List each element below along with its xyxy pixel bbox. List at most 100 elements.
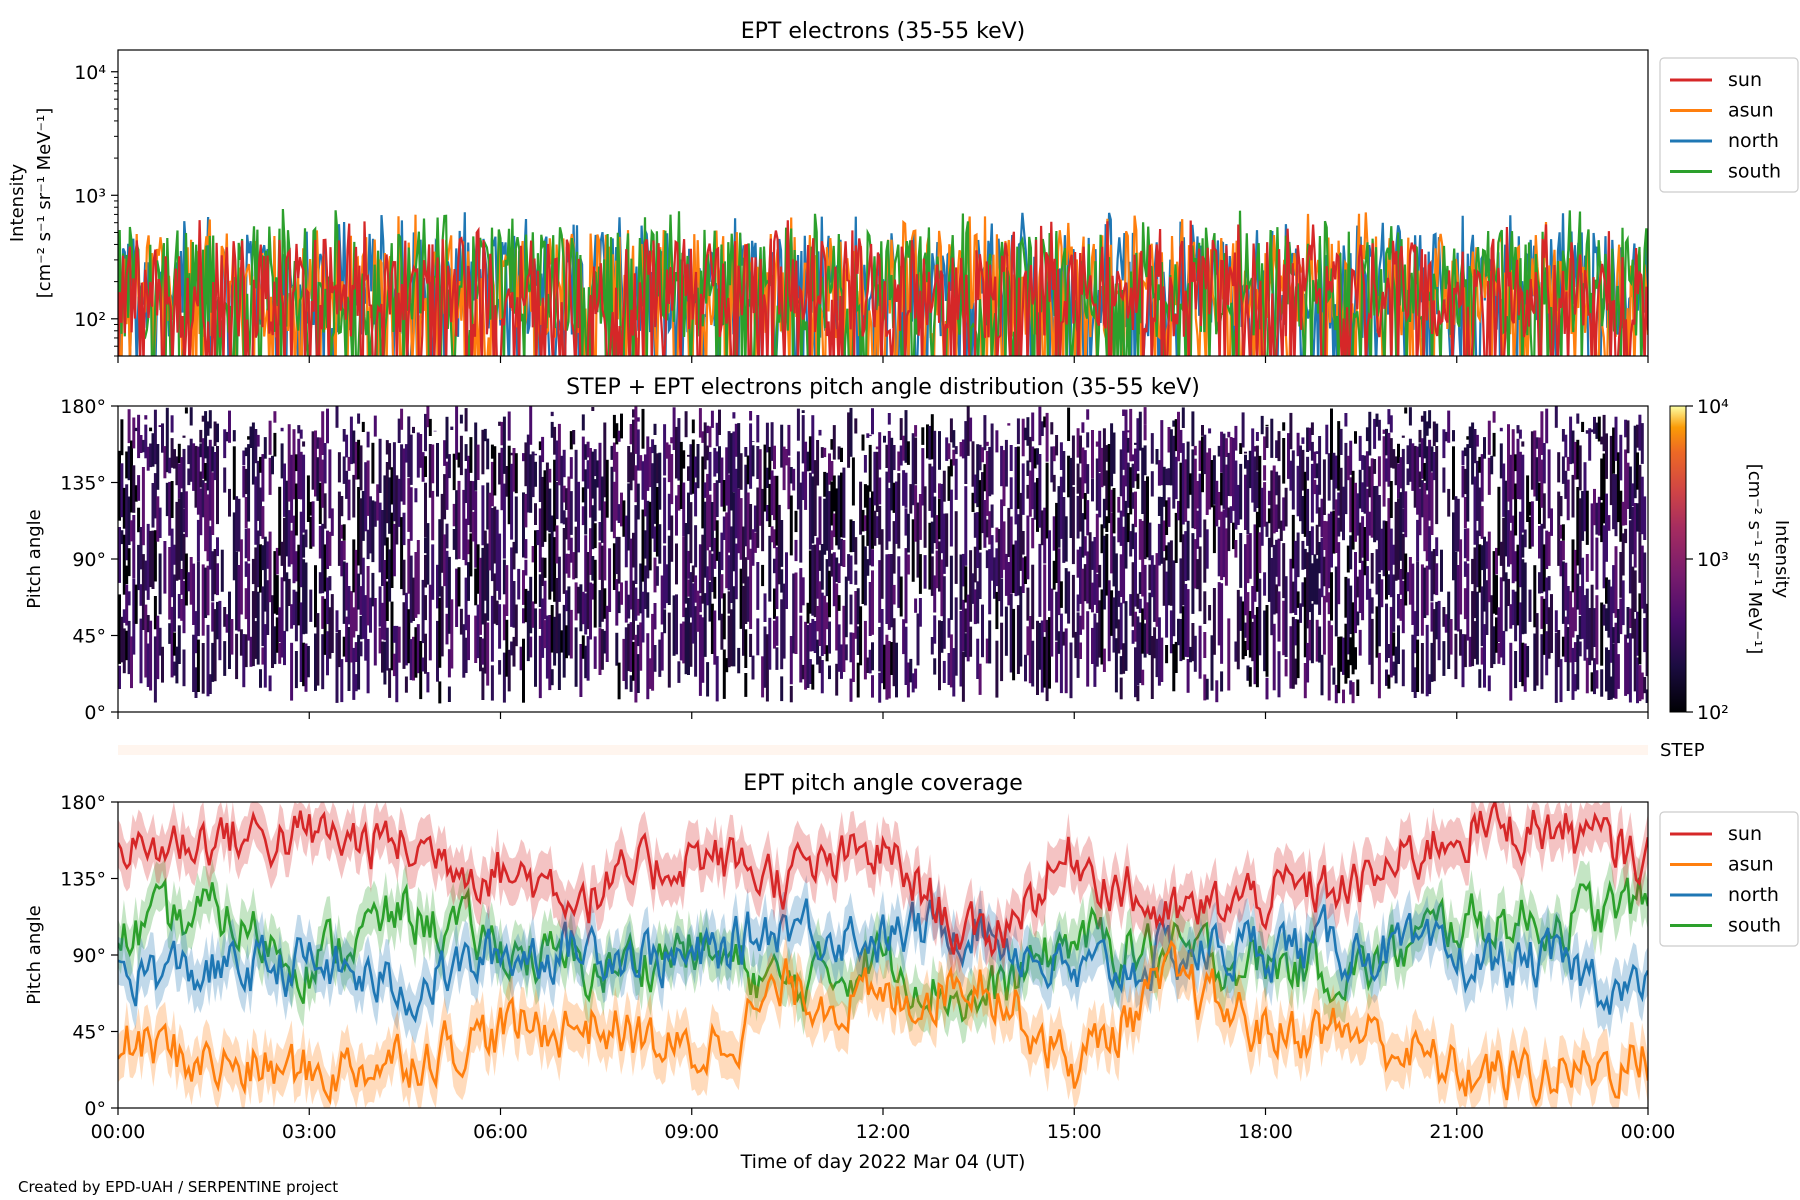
p2-cell — [402, 602, 406, 669]
p2-cell — [930, 521, 934, 554]
p2-cell — [1318, 436, 1322, 495]
p2-cell — [304, 562, 308, 634]
p2-cell — [402, 559, 406, 596]
p2-cell — [677, 661, 681, 683]
p2-cell — [364, 595, 368, 661]
p2-cell — [1344, 413, 1348, 427]
p2-cell — [1310, 563, 1314, 602]
p2-cell — [201, 415, 205, 422]
p2-cell — [309, 501, 313, 516]
p2-cell — [1569, 591, 1573, 663]
p2-cell — [1234, 460, 1238, 530]
p2-cell — [768, 483, 772, 527]
p2-cell — [483, 613, 487, 674]
p2-cell — [1459, 539, 1463, 615]
p2-cell — [323, 598, 327, 655]
p2-cell — [577, 586, 580, 614]
p2-cell — [1196, 510, 1200, 549]
p2-cell — [600, 476, 604, 543]
p2-cell — [1203, 519, 1207, 583]
p2-cell — [1401, 533, 1405, 580]
p2-cell — [744, 464, 748, 547]
p2-cell — [390, 601, 394, 671]
p2-cell — [1401, 508, 1405, 533]
p2-cell — [534, 453, 537, 456]
p2-cell — [1578, 615, 1582, 640]
p2-cell — [1303, 577, 1307, 658]
p2-cell — [1234, 540, 1238, 558]
p2-cell — [266, 580, 270, 635]
p2-cell — [1542, 544, 1546, 592]
p2-cell — [1275, 584, 1279, 614]
p2-cell — [1483, 624, 1486, 688]
p2-cell — [1430, 642, 1434, 682]
p2-cell — [302, 559, 306, 635]
p2-cell — [978, 480, 982, 550]
p2-cell — [1098, 430, 1102, 472]
p2-cell — [486, 438, 490, 470]
p2-cell — [849, 678, 853, 702]
p2-cell — [749, 504, 753, 540]
p2-cell — [1138, 598, 1142, 613]
p2-cell — [856, 662, 860, 698]
p2-cell — [1428, 410, 1432, 429]
p2-cell — [1222, 509, 1226, 578]
p2-cell — [1234, 641, 1238, 662]
p2-cell — [194, 445, 198, 508]
p2-cell — [175, 456, 179, 486]
p2-cell — [347, 456, 351, 471]
p2-cell — [773, 529, 776, 549]
p2-cell — [1346, 545, 1350, 573]
p2-cell — [954, 511, 958, 584]
p2-cell — [1561, 524, 1565, 541]
p2-cell — [897, 556, 901, 608]
p2-cell — [1000, 622, 1004, 682]
p2-cell — [1100, 524, 1104, 554]
p2-cell — [658, 639, 662, 677]
p2-cell — [392, 523, 396, 577]
p2-cell — [153, 409, 157, 465]
p2-cell — [581, 591, 585, 625]
p2-cell — [658, 524, 662, 564]
p2-cell — [811, 664, 815, 690]
p2-cell — [228, 591, 231, 669]
p2-cell — [715, 656, 719, 702]
p2-cell — [1339, 636, 1343, 672]
p2-cell — [1155, 553, 1159, 627]
p2-cell — [670, 437, 674, 444]
p2-cell — [330, 508, 334, 536]
p2-cell — [173, 544, 176, 565]
p2-cell — [206, 624, 210, 697]
p2-cell — [1389, 481, 1393, 518]
p2-cell — [151, 483, 155, 528]
p2-cell — [1267, 508, 1271, 524]
p2-cell — [1490, 595, 1494, 668]
p2-cell — [612, 442, 616, 472]
p2-cell — [526, 434, 530, 513]
p2-cell — [997, 529, 1001, 602]
p2-cell — [340, 540, 344, 577]
p2-cell — [1576, 413, 1580, 424]
p2-cell — [871, 549, 874, 567]
p2-cell — [976, 581, 980, 624]
p2-cell — [1540, 634, 1544, 690]
p2-cell — [283, 630, 286, 666]
p2-cell — [1306, 642, 1310, 683]
p2-cell — [490, 595, 494, 662]
p2-cell — [1463, 634, 1467, 668]
p2-cell — [1174, 456, 1178, 500]
p2-cell — [1105, 533, 1109, 596]
p2-cell — [1248, 611, 1252, 658]
p2-cell — [780, 520, 784, 567]
p2-cell — [347, 479, 351, 521]
p2-cell — [414, 488, 418, 503]
p2-cell — [703, 593, 707, 657]
p2-cell — [127, 620, 131, 675]
p2-cell — [256, 434, 260, 447]
p2-cell — [1203, 632, 1207, 658]
p2-cell — [1057, 631, 1061, 654]
p2-cell — [1585, 657, 1589, 694]
p2-cell — [326, 530, 329, 569]
p2-cell — [223, 641, 227, 676]
p2-cell — [1571, 539, 1575, 593]
